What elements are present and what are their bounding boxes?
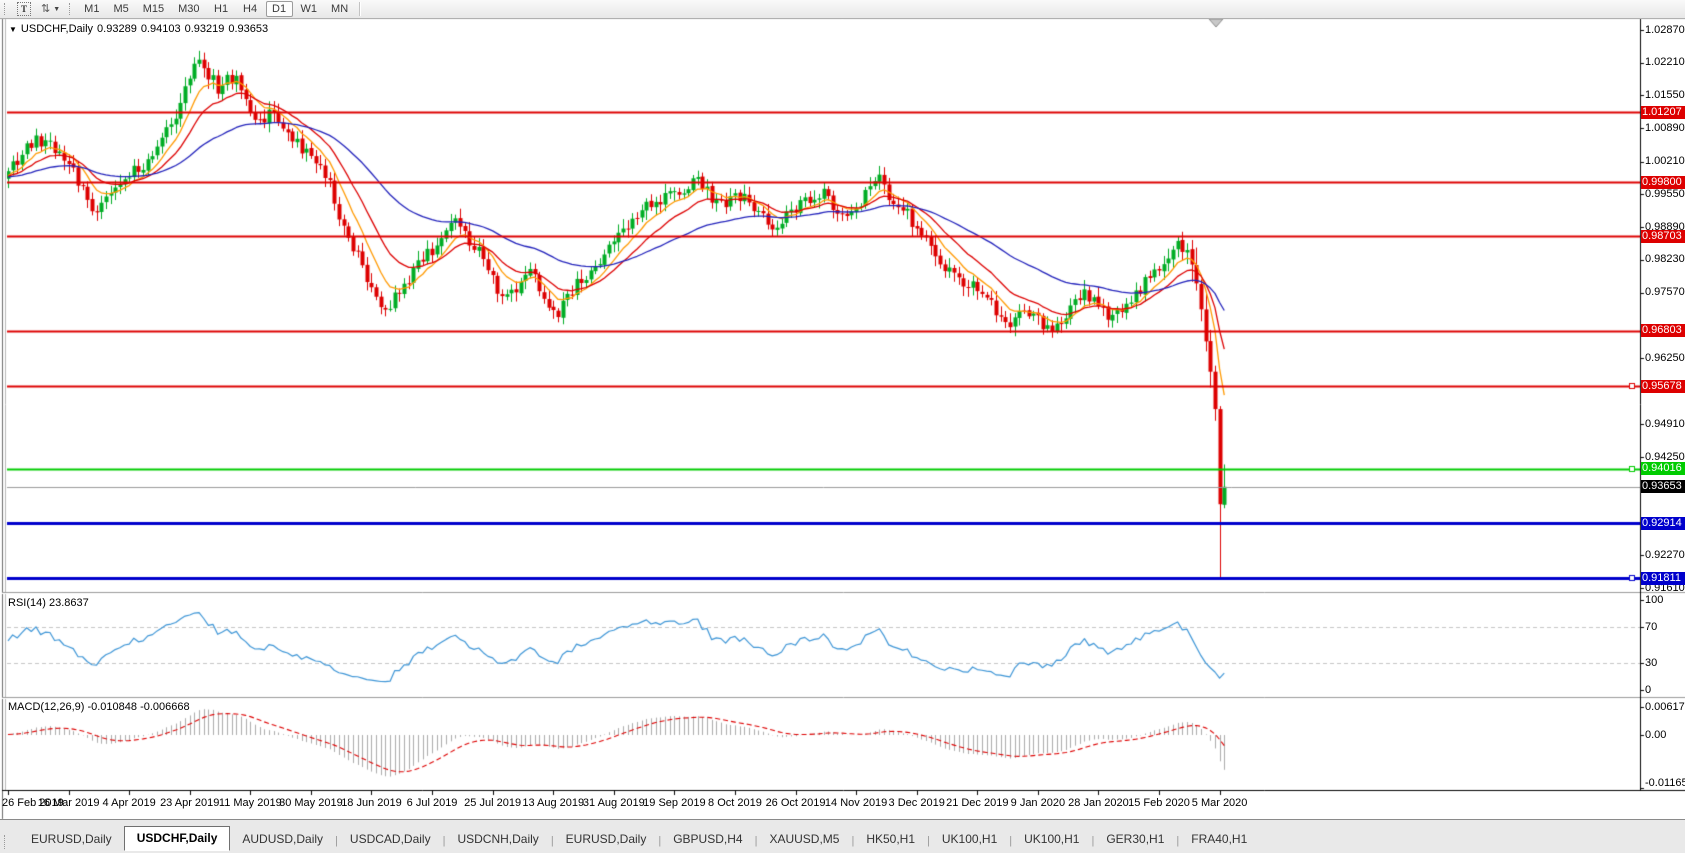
tab-separator: | — [851, 835, 855, 847]
toolbar-separator — [359, 2, 361, 16]
tabbar-grip — [4, 835, 17, 849]
rsi-indicator-label: RSI(14) 23.8637 — [8, 597, 89, 609]
styler-button[interactable]: ⇅ ▼ — [36, 1, 65, 17]
chart-tab-usdchf-daily[interactable]: USDCHF,Daily — [123, 826, 231, 851]
timeframe-button-w1[interactable]: W1 — [295, 1, 324, 17]
top-toolbar: T ⇅ ▼ M1 M5 M15 M30 H1 H4 D1 W1 MN — [0, 0, 1685, 19]
timeframe-button-d1[interactable]: D1 — [265, 1, 293, 17]
chart-tab-xauusd-m5[interactable]: XAUUSD,M5 — [769, 832, 840, 846]
tab-separator: | — [335, 835, 338, 847]
chart-tab-fra40-h1[interactable]: FRA40,H1 — [1191, 832, 1248, 846]
chevron-down-icon: ▼ — [53, 5, 61, 13]
tab-separator: | — [1009, 835, 1013, 847]
timeframe-button-m15[interactable]: M15 — [137, 1, 170, 17]
macd-indicator-label: MACD(12,26,9) -0.010848 -0.006668 — [8, 701, 190, 713]
chart-tab-ger30-h1[interactable]: GER30,H1 — [1106, 832, 1165, 846]
chart-tab-audusd-daily[interactable]: AUDUSD,Daily — [242, 832, 324, 846]
tab-separator: | — [442, 835, 446, 847]
tab-separator: | — [754, 835, 758, 847]
chart-tab-eurusd-daily[interactable]: EURUSD,Daily — [565, 832, 647, 846]
tab-separator: | — [658, 835, 662, 847]
tab-separator: | — [927, 835, 930, 847]
chart-tab-eurusd-daily[interactable]: EURUSD,Daily — [31, 832, 112, 846]
timeframe-button-m1[interactable]: M1 — [78, 1, 105, 17]
timeframe-button-mn[interactable]: MN — [325, 1, 354, 17]
tab-separator: | — [1176, 835, 1180, 847]
timeframe-button-h4[interactable]: H4 — [237, 1, 264, 17]
ohlc-low: 0.93219 — [184, 23, 225, 35]
ohlc-open: 0.93289 — [97, 23, 137, 35]
chart-tab-uk100-h1[interactable]: UK100,H1 — [941, 832, 998, 846]
timeframe-button-h1[interactable]: H1 — [208, 1, 235, 17]
toolbar-grip — [4, 3, 8, 15]
chart-symbol-label: USDCHF,Daily — [20, 23, 94, 35]
text-tool-button[interactable]: T — [12, 1, 36, 17]
chart-tab-usdcnh-daily[interactable]: USDCNH,Daily — [457, 832, 539, 846]
chart-title: ▼ USDCHF,Daily 0.93289 0.94103 0.93219 0.9365… — [9, 23, 272, 35]
timeframe-button-m30[interactable]: M30 — [172, 1, 205, 17]
chart-tab-uk100-h1[interactable]: UK100,H1 — [1024, 832, 1080, 846]
chart-tab-usdcad-daily[interactable]: USDCAD,Daily — [349, 832, 431, 846]
chart-tab-bar: EURUSD,Daily USDCHF,Daily AUDUSD,Daily | USD… — [0, 819, 1685, 853]
styler-arrows-icon: ⇅ — [41, 3, 51, 15]
symbol-collapse-icon[interactable]: ▼ — [9, 25, 17, 34]
timeframe-button-m5[interactable]: M5 — [107, 1, 134, 17]
ohlc-close: 0.93653 — [228, 23, 269, 35]
tab-separator: | — [1091, 835, 1095, 847]
toolbar-grip — [69, 3, 73, 15]
ohlc-high: 0.94103 — [140, 23, 181, 35]
tab-separator: | — [550, 835, 554, 847]
chart-tab-gbpusd-h4[interactable]: GBPUSD,H4 — [673, 832, 743, 846]
text-tool-icon: T — [17, 2, 31, 16]
timeframe-button-group: M1 M5 M15 M30 H1 H4 D1 W1 MN — [77, 1, 355, 17]
chart-tab-hk50-h1[interactable]: HK50,H1 — [866, 832, 916, 846]
